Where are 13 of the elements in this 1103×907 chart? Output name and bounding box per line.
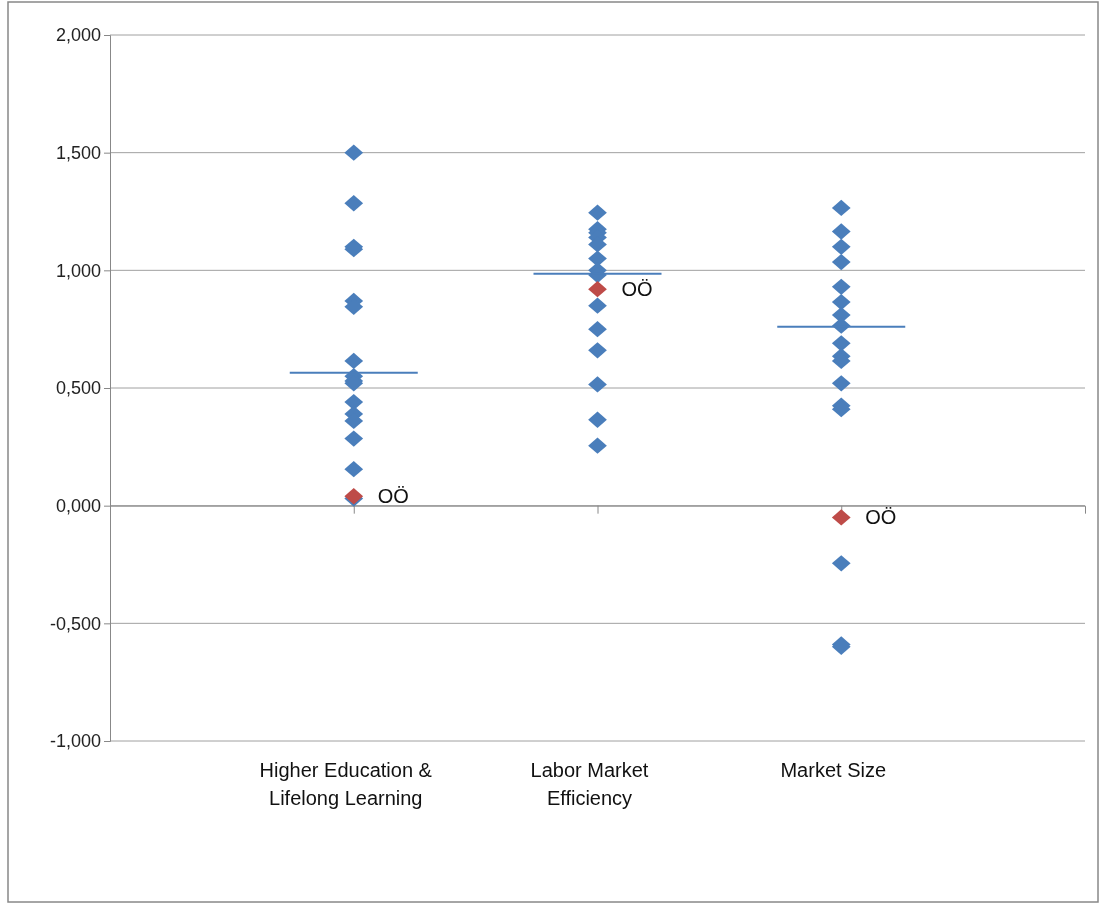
y-tick-label: 2,000 bbox=[55, 25, 101, 46]
y-tick-label: -0,500 bbox=[49, 613, 101, 634]
annotation: OÖ bbox=[377, 485, 409, 508]
y-tick-label: 0,500 bbox=[55, 378, 101, 399]
annotation: OÖ bbox=[621, 278, 653, 301]
x-tick-label: Labor Market Efficiency bbox=[530, 759, 649, 809]
x-tick-label: Higher Education & Lifelong Learning bbox=[259, 759, 433, 809]
y-tick-label: -1,000 bbox=[49, 731, 101, 752]
y-tick-label: 1,000 bbox=[55, 260, 101, 281]
y-tick-label: 0,000 bbox=[55, 495, 101, 516]
y-tick-label: 1,500 bbox=[55, 142, 101, 163]
x-tick-label: Market Size bbox=[780, 759, 887, 781]
annotation: OÖ bbox=[865, 506, 897, 529]
